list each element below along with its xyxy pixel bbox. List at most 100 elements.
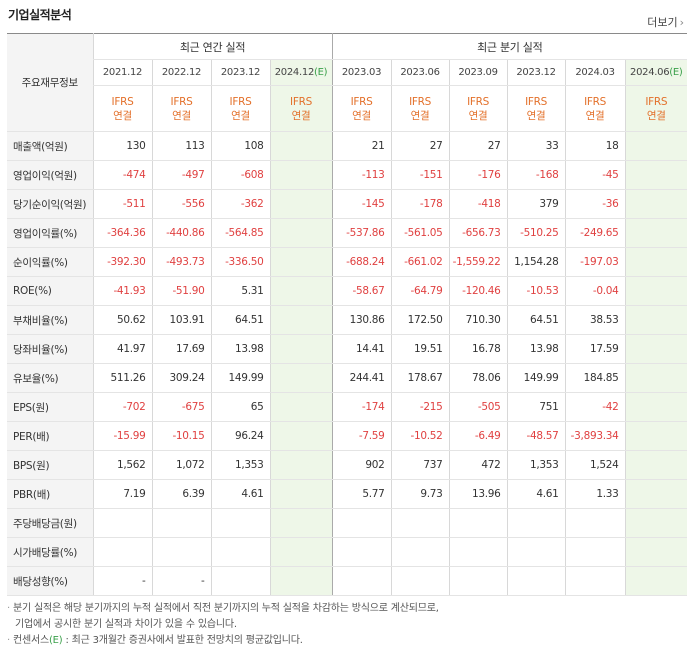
table-cell: -392.30	[92, 247, 152, 277]
table-cell: 9.73	[390, 479, 450, 509]
table-cell	[624, 508, 688, 538]
ifrs-top: IFRS	[229, 95, 252, 108]
more-label: 더보기	[647, 16, 678, 29]
table-cell: -197.03	[564, 247, 626, 277]
period-label: 2022.12	[161, 67, 202, 78]
table-cell: -505	[448, 392, 508, 422]
table-cell: 13.98	[210, 334, 270, 364]
table-cell: 103.91	[151, 305, 211, 335]
table-cell: 149.99	[506, 363, 566, 393]
table-cell: 379	[506, 189, 566, 219]
table-cell: 5.77	[331, 479, 392, 509]
period-label: 2021.12	[102, 67, 143, 78]
table-cell: 178.67	[390, 363, 450, 393]
period-header: 2022.12	[151, 59, 211, 86]
ifrs-label: IFRS 연결	[269, 85, 333, 132]
row-label: 당좌비율(%)	[7, 334, 93, 364]
row-label: 시가배당률(%)	[7, 537, 93, 567]
row-label: 매출액(억원)	[7, 131, 93, 161]
table-cell: 1,353	[210, 450, 270, 480]
table-cell	[269, 305, 333, 335]
table-row: 당기순이익(억원) -511 -556 -362 -145 -178 -418 379 -36	[7, 189, 688, 219]
table-cell: -675	[151, 392, 211, 422]
table-cell	[390, 508, 450, 538]
table-cell	[151, 508, 211, 538]
table-cell: 1,072	[151, 450, 211, 480]
row-label: BPS(원)	[7, 450, 93, 480]
row-label: PER(배)	[7, 421, 93, 451]
table-cell: 5.31	[210, 276, 270, 306]
ifrs-label: IFRS 연결	[506, 85, 566, 132]
table-cell	[564, 566, 626, 596]
table-cell	[506, 537, 566, 567]
table-cell: -145	[331, 189, 392, 219]
ifrs-top: IFRS	[584, 95, 606, 108]
ifrs-bottom: 연결	[526, 109, 546, 122]
table-cell	[624, 218, 688, 248]
table-cell	[624, 305, 688, 335]
table-cell: 38.53	[564, 305, 626, 335]
table-cell	[269, 160, 333, 190]
ifrs-label: IFRS 연결	[448, 85, 508, 132]
table-cell: -178	[390, 189, 450, 219]
period-label: 2023.06	[400, 67, 440, 78]
table-row: 당좌비율(%) 41.97 17.69 13.98 14.41 19.51 16.78 13.…	[7, 334, 688, 364]
table-cell: 1.33	[564, 479, 626, 509]
table-cell: -0.04	[564, 276, 626, 306]
table-cell	[269, 247, 333, 277]
table-cell	[448, 508, 508, 538]
table-cell: -418	[448, 189, 508, 219]
table-cell	[506, 566, 566, 596]
table-cell: 27	[448, 131, 508, 161]
table-cell: 19.51	[390, 334, 450, 364]
ifrs-top: IFRS	[111, 95, 134, 108]
table-cell: -556	[151, 189, 211, 219]
table-cell: -561.05	[390, 218, 450, 248]
row-label: ROE(%)	[7, 276, 93, 306]
ifrs-bottom: 연결	[113, 109, 132, 122]
table-cell: 130	[92, 131, 152, 161]
table-cell	[269, 421, 333, 451]
table-cell: 6.39	[151, 479, 211, 509]
footnote-1: · 분기 실적은 해당 분기까지의 누적 실적에서 직전 분기까지의 누적 실적…	[7, 603, 439, 614]
table-cell	[624, 247, 688, 277]
ifrs-top: IFRS	[170, 95, 193, 108]
estimate-mark: (E)	[669, 67, 683, 78]
table-cell	[331, 566, 392, 596]
table-cell	[210, 508, 270, 538]
footnote-1-cont: 기업에서 공시한 분기 실적과 차이가 있을 수 있습니다.	[15, 619, 237, 630]
table-row: 영업이익률(%) -364.36 -440.86 -564.85 -537.86 -561…	[7, 218, 688, 248]
table-cell	[269, 131, 333, 161]
table-cell: -564.85	[210, 218, 270, 248]
table-row: 순이익률(%) -392.30 -493.73 -336.50 -688.24 -661.…	[7, 247, 688, 277]
table-cell: 1,353	[506, 450, 566, 480]
table-cell	[624, 131, 688, 161]
table-cell: 710.30	[448, 305, 508, 335]
table-cell	[269, 334, 333, 364]
table-cell: -688.24	[331, 247, 392, 277]
table-cell	[624, 450, 688, 480]
table-cell: -215	[390, 392, 450, 422]
table-row: PBR(배) 7.19 6.39 4.61 5.77 9.73 13.96 4.61 1.33	[7, 479, 688, 509]
table-cell: -474	[92, 160, 152, 190]
more-link[interactable]: 더보기 ›	[647, 14, 684, 30]
table-cell: 4.61	[506, 479, 566, 509]
table-cell	[331, 508, 392, 538]
table-row: ROE(%) -41.93 -51.90 5.31 -58.67 -64.79 -120.4…	[7, 276, 688, 306]
table-cell	[269, 508, 333, 538]
table-cell: 18	[564, 131, 626, 161]
ifrs-label: IFRS 연결	[624, 85, 688, 132]
ifrs-bottom: 연결	[410, 109, 430, 122]
table-cell: -42	[564, 392, 626, 422]
table-cell: -64.79	[390, 276, 450, 306]
ifrs-bottom: 연결	[585, 109, 605, 122]
table-cell: 472	[448, 450, 508, 480]
period-header: 2023.12	[210, 59, 270, 86]
table-cell: -174	[331, 392, 392, 422]
table-cell: 1,524	[564, 450, 626, 480]
table-cell: 41.97	[92, 334, 152, 364]
table-cell: 309.24	[151, 363, 211, 393]
ifrs-label: IFRS 연결	[210, 85, 270, 132]
footnote-2: · 컨센서스(E) : 최근 3개월간 증권사에서 발표한 전망치의 평균값입니…	[7, 635, 303, 646]
ifrs-top: IFRS	[409, 95, 431, 108]
